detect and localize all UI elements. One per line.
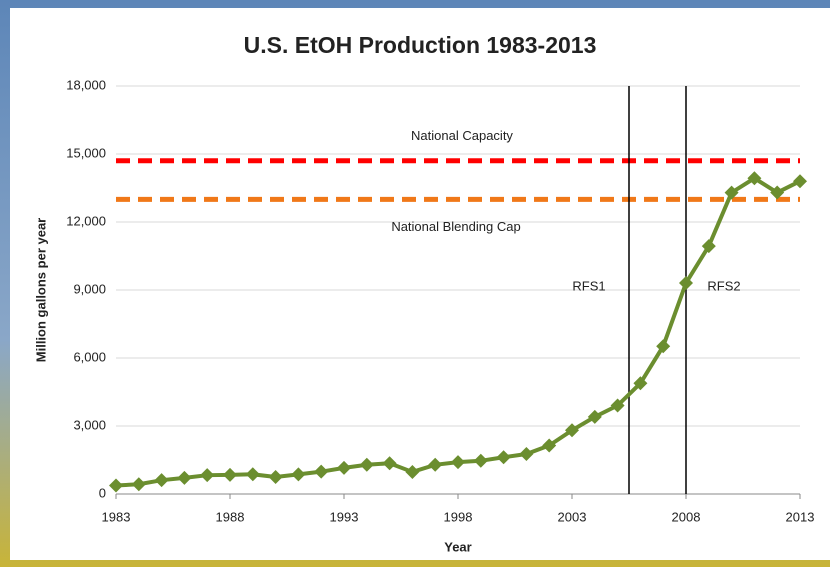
y-tick-label: 12,000 (66, 213, 106, 228)
x-tick-label: 2008 (672, 509, 701, 524)
chart: U.S. EtOH Production 1983-2013 Million g… (0, 0, 830, 567)
x-tick-label: 1983 (102, 509, 131, 524)
reference-label: RFS1 (572, 278, 605, 293)
x-tick-label: 1993 (330, 509, 359, 524)
x-tick-label: 1988 (216, 509, 245, 524)
reference-label: National Blending Cap (391, 219, 520, 234)
y-tick-label: 9,000 (73, 281, 106, 296)
y-tick-label: 15,000 (66, 145, 106, 160)
y-tick-label: 0 (99, 485, 106, 500)
x-tick-label: 2003 (558, 509, 587, 524)
x-tick-label: 1998 (444, 509, 473, 524)
chart-title: U.S. EtOH Production 1983-2013 (244, 32, 597, 58)
reference-label: National Capacity (411, 128, 513, 143)
y-axis-label: Million gallons per year (33, 218, 48, 362)
y-tick-label: 3,000 (73, 417, 106, 432)
reference-label: RFS2 (707, 278, 740, 293)
y-tick-label: 6,000 (73, 349, 106, 364)
x-tick-label: 2013 (786, 509, 815, 524)
y-tick-label: 18,000 (66, 77, 106, 92)
x-axis-label: Year (444, 539, 471, 554)
